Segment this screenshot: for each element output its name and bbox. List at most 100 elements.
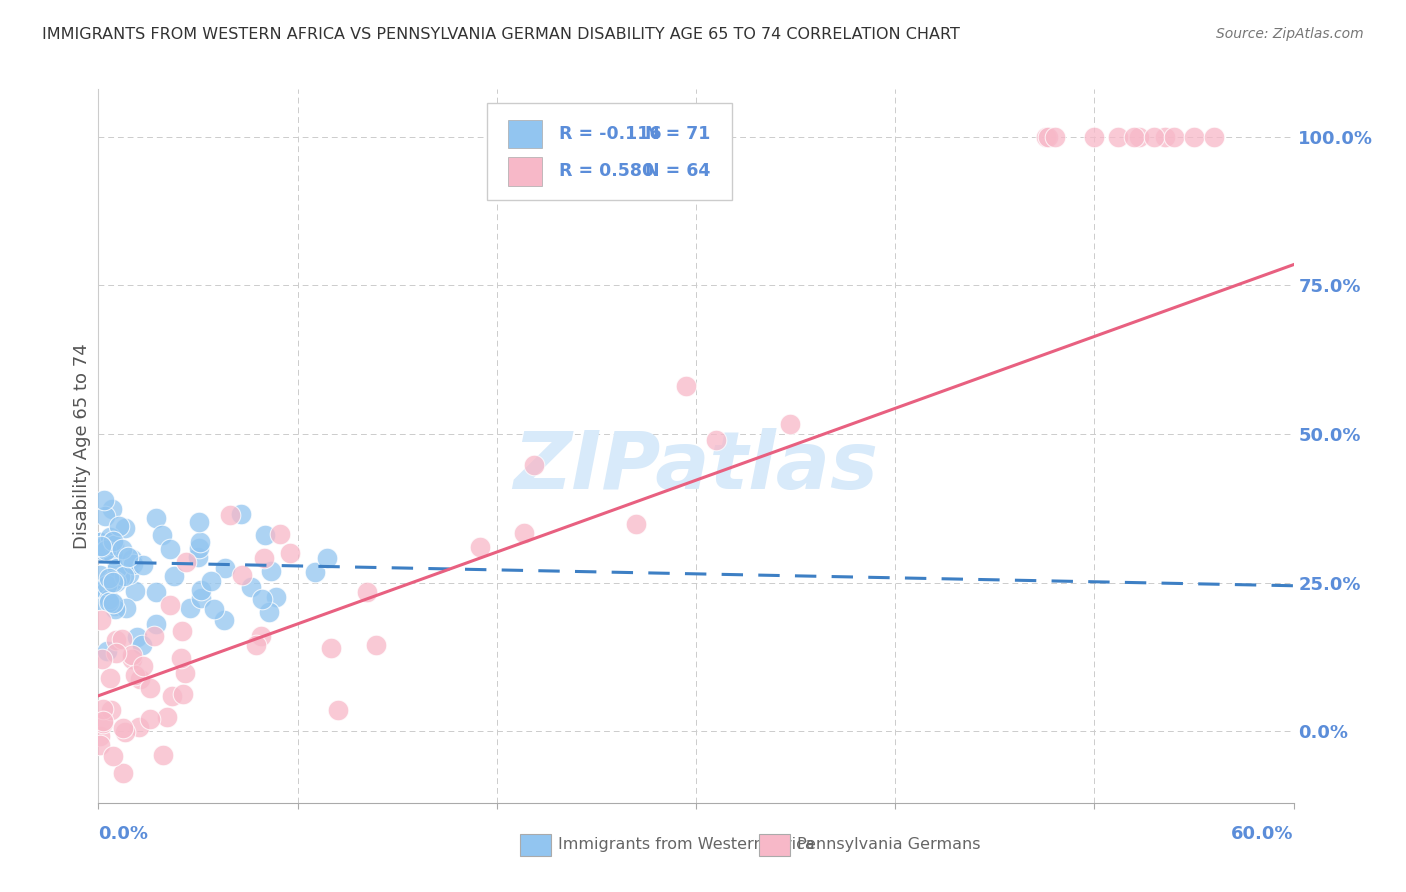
Point <box>110 569 132 583</box>
Point <box>315 550 337 565</box>
Point <box>93 714 115 728</box>
Text: Immigrants from Western Africa: Immigrants from Western Africa <box>558 838 815 852</box>
Point <box>214 613 236 627</box>
Point <box>101 533 124 548</box>
Point <box>96 644 118 658</box>
Point <box>190 591 212 605</box>
Point <box>103 602 125 616</box>
Point <box>96 578 118 592</box>
Point <box>89 729 111 743</box>
Text: IMMIGRANTS FROM WESTERN AFRICA VS PENNSYLVANIA GERMAN DISABILITY AGE 65 TO 74 CO: IMMIGRANTS FROM WESTERN AFRICA VS PENNSY… <box>42 27 960 42</box>
Point <box>94 543 117 558</box>
Point <box>187 549 209 564</box>
Point <box>93 544 115 558</box>
Point <box>98 534 121 549</box>
Point <box>101 596 124 610</box>
Point <box>264 591 287 605</box>
Point <box>89 534 111 549</box>
Point <box>624 516 647 531</box>
Text: ZIPatlas: ZIPatlas <box>513 428 879 507</box>
Point <box>1123 129 1146 144</box>
Point <box>90 613 112 627</box>
Point <box>1182 129 1205 144</box>
Point <box>202 602 225 616</box>
Point <box>513 525 536 540</box>
Point <box>1043 129 1066 144</box>
Point <box>214 561 236 575</box>
Point <box>105 574 128 589</box>
Point <box>90 541 112 555</box>
Point <box>250 629 273 643</box>
Point <box>172 687 194 701</box>
Point <box>145 617 167 632</box>
Point <box>252 592 274 607</box>
Point <box>159 598 181 612</box>
Point <box>132 659 155 673</box>
Point <box>94 583 117 598</box>
Point <box>145 511 167 525</box>
Point <box>169 651 191 665</box>
Point <box>304 565 326 579</box>
Point <box>91 715 114 730</box>
Point <box>1038 129 1060 144</box>
Point <box>122 557 145 571</box>
Point <box>118 566 141 581</box>
Point <box>152 748 174 763</box>
Point <box>97 594 120 608</box>
Point <box>170 624 193 638</box>
Point <box>98 571 121 585</box>
Point <box>105 558 128 573</box>
Point <box>364 638 387 652</box>
Point <box>179 601 201 615</box>
Text: R = -0.116: R = -0.116 <box>558 125 661 143</box>
Point <box>104 646 127 660</box>
Point <box>124 668 146 682</box>
Point <box>98 530 121 544</box>
Point <box>89 568 111 582</box>
FancyBboxPatch shape <box>509 120 541 148</box>
Point <box>103 573 125 587</box>
Point <box>187 541 209 555</box>
Text: Source: ZipAtlas.com: Source: ZipAtlas.com <box>1216 27 1364 41</box>
Point <box>280 546 302 560</box>
Point <box>143 629 166 643</box>
Text: R = 0.580: R = 0.580 <box>558 162 654 180</box>
Point <box>121 551 143 566</box>
Text: 60.0%: 60.0% <box>1232 825 1294 843</box>
Point <box>124 583 146 598</box>
Point <box>93 702 115 716</box>
Point <box>156 710 179 724</box>
Point <box>229 508 252 522</box>
Point <box>1107 129 1129 144</box>
Point <box>145 585 167 599</box>
Point <box>1143 129 1166 144</box>
Point <box>128 720 150 734</box>
Point <box>121 652 143 666</box>
Text: Pennsylvania Germans: Pennsylvania Germans <box>797 838 981 852</box>
Point <box>1083 129 1105 144</box>
Point <box>89 535 111 549</box>
Y-axis label: Disability Age 65 to 74: Disability Age 65 to 74 <box>73 343 91 549</box>
Point <box>188 516 211 530</box>
Point <box>200 574 222 588</box>
Point <box>98 671 121 685</box>
Point <box>100 703 122 717</box>
Point <box>101 501 124 516</box>
Point <box>260 564 283 578</box>
FancyBboxPatch shape <box>509 157 541 186</box>
Point <box>104 574 127 588</box>
Point <box>174 555 197 569</box>
Point <box>114 601 136 615</box>
Point <box>779 417 801 432</box>
Point <box>90 540 112 554</box>
Point <box>89 738 111 752</box>
Point <box>121 648 143 662</box>
Point <box>1128 129 1150 144</box>
Point <box>105 632 128 647</box>
Point <box>675 379 697 393</box>
Point <box>231 568 253 582</box>
Point <box>93 508 115 523</box>
Point <box>89 593 111 607</box>
Point <box>139 712 162 726</box>
Point <box>174 666 197 681</box>
